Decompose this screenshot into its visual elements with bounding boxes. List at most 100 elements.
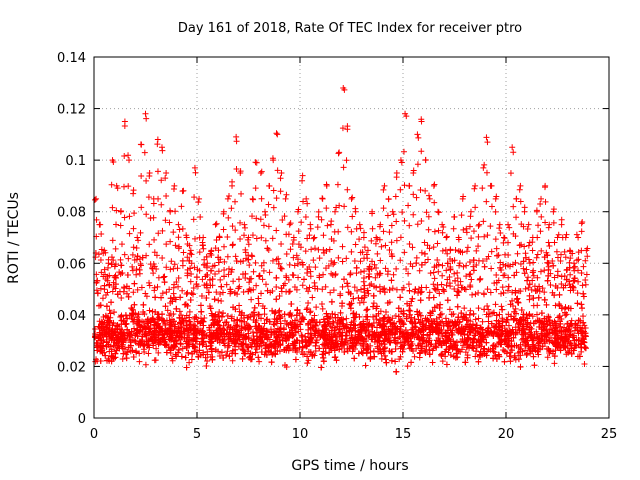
data-point: [218, 349, 225, 356]
data-point: [350, 310, 357, 317]
data-point: [267, 341, 274, 348]
data-point: [264, 316, 271, 323]
data-point: [442, 348, 449, 355]
data-point: [479, 333, 486, 340]
data-point: [94, 277, 101, 284]
data-point: [361, 323, 368, 330]
data-point: [578, 301, 585, 308]
data-point: [394, 325, 401, 332]
data-point: [392, 312, 399, 319]
data-point: [305, 348, 312, 355]
data-point: [211, 296, 218, 303]
data-point: [472, 325, 479, 332]
data-point: [258, 315, 265, 322]
data-point: [404, 363, 411, 370]
data-point: [226, 353, 233, 360]
data-point: [350, 295, 357, 302]
data-point: [321, 322, 328, 329]
data-point: [358, 349, 365, 356]
data-point: [146, 329, 153, 336]
data-point: [220, 322, 227, 329]
data-point: [489, 345, 496, 352]
data-point: [324, 335, 331, 342]
data-point: [526, 260, 533, 267]
data-point: [477, 329, 484, 336]
data-point: [530, 320, 537, 327]
data-point: [282, 317, 289, 324]
data-point: [461, 305, 468, 312]
data-point: [198, 293, 205, 300]
data-point: [146, 307, 153, 314]
data-point: [93, 340, 100, 347]
data-point: [432, 286, 439, 293]
data-point: [192, 344, 199, 351]
data-point: [511, 308, 518, 315]
data-point: [131, 301, 138, 308]
data-point: [530, 343, 537, 350]
data-point: [186, 314, 193, 321]
data-point: [371, 353, 378, 360]
data-point: [215, 297, 222, 304]
data-point: [392, 358, 399, 365]
data-point: [526, 324, 533, 331]
data-point: [319, 305, 326, 312]
data-point: [416, 336, 423, 343]
data-point: [483, 329, 490, 336]
data-point: [476, 351, 483, 358]
data-point: [386, 347, 393, 354]
data-point: [337, 329, 344, 336]
data-point: [201, 332, 208, 339]
data-point: [395, 335, 402, 342]
data-point: [436, 314, 443, 321]
data-point: [558, 328, 565, 335]
data-point: [488, 320, 495, 327]
data-point: [162, 322, 169, 329]
data-point: [364, 287, 371, 294]
data-point: [261, 305, 268, 312]
data-point: [481, 306, 488, 313]
data-point: [572, 324, 579, 331]
data-point: [501, 338, 508, 345]
data-point: [290, 342, 297, 349]
data-point: [236, 317, 243, 324]
data-point: [156, 315, 163, 322]
data-point: [171, 343, 178, 350]
data-point: [177, 319, 184, 326]
data-point: [192, 325, 199, 332]
data-point: [556, 341, 563, 348]
data-point: [207, 305, 214, 312]
data-point: [261, 320, 268, 327]
data-point: [232, 306, 239, 313]
data-point: [433, 328, 440, 335]
data-point: [360, 299, 367, 306]
data-point: [454, 269, 461, 276]
data-point: [352, 346, 359, 353]
data-point: [501, 358, 508, 365]
data-point: [475, 342, 482, 349]
data-point: [341, 349, 348, 356]
data-point: [161, 273, 168, 280]
data-point: [208, 345, 215, 352]
data-point: [454, 303, 461, 310]
data-point: [541, 338, 548, 345]
data-point: [408, 314, 415, 321]
data-point: [446, 306, 453, 313]
data-point: [124, 349, 131, 356]
data-point: [467, 307, 474, 314]
data-point: [327, 323, 334, 330]
data-point: [505, 283, 512, 290]
data-point: [256, 358, 263, 365]
data-point: [134, 327, 141, 334]
data-point: [262, 345, 269, 352]
data-point: [150, 315, 157, 322]
data-point: [403, 265, 410, 272]
data-point: [467, 329, 474, 336]
data-point: [170, 344, 177, 351]
data-point: [272, 338, 279, 345]
data-point: [97, 358, 104, 365]
data-point: [464, 354, 471, 361]
data-point: [153, 325, 160, 332]
data-point: [341, 276, 348, 283]
data-point: [364, 343, 371, 350]
data-point: [102, 291, 109, 298]
